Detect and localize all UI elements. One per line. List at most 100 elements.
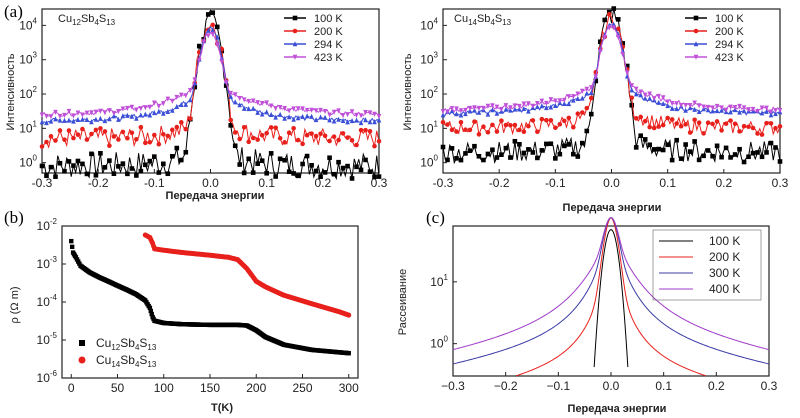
panel-a-right-series-3-point <box>719 105 724 111</box>
panel-a-right-series-3-point <box>611 25 617 31</box>
panel-a-left-series-0-point <box>111 171 117 177</box>
panel-a-right-series-1-point <box>512 122 518 128</box>
panel-a-right-series-0-point <box>544 141 549 147</box>
panel-a-right-series-0-point <box>669 157 675 163</box>
panel-a-right-series-0-point <box>440 144 446 150</box>
panel-a-right-series-1-point <box>683 122 688 127</box>
panel-a-right-series-0-point <box>579 140 585 146</box>
panel-a-left-legend-marker-1 <box>292 28 298 34</box>
panel-a-right-series-2-point <box>526 108 531 114</box>
panel-a-left-series-3-point <box>232 92 238 98</box>
panel-a-left-series-0-point <box>71 163 76 168</box>
panel-a-left-series-3-point <box>57 113 63 119</box>
panel-a-right-series-3-point <box>705 104 711 111</box>
panel-a-right-series-3-point <box>674 101 679 107</box>
panel-a-right-series-1-point <box>674 121 679 126</box>
panel-a-right-series-0-point <box>562 143 567 149</box>
panel-a-right-xlabel: Передача энергии <box>563 202 662 214</box>
panel-a-left-series-3-point <box>89 110 94 116</box>
panel-a-left-xtick-label: -0.1 <box>144 176 165 190</box>
panel-a-right-xtick-label: 0.1 <box>659 176 676 190</box>
panel-a-left-series-2-point <box>286 114 292 120</box>
panel-a-left-series-0-point <box>331 171 337 177</box>
panel-a-right-series-0-point <box>710 153 715 159</box>
panel-a-left-series-3-point <box>268 103 274 109</box>
panel-a-left-series-3-point <box>313 108 319 114</box>
panel-a-right-series-2-point <box>512 106 518 112</box>
panel-a-right-series-2-point <box>440 112 446 118</box>
panel-a-left-series-3-point <box>102 110 108 116</box>
panel-a-right-series-3-point <box>584 86 590 92</box>
panel-a-right-series-3-point <box>454 106 459 112</box>
panel-a-left-series-0-point <box>264 170 269 176</box>
panel-a-left-series-1-point <box>80 126 85 132</box>
panel-a-left-series-0-point <box>300 161 305 167</box>
panel-a-left-series-1-point <box>138 124 144 130</box>
panel-a-left-series-1-point <box>318 131 323 137</box>
panel-a-right-series-2-point <box>571 97 576 103</box>
panel-b-ytick-label: 10-6 <box>37 369 58 385</box>
panel-b-xtick-label: 300 <box>339 381 359 395</box>
panel-a-right-series-1-point <box>584 105 590 111</box>
panel-a-left-series-2-point <box>309 113 314 119</box>
panel-a-left-series-3-point <box>376 113 382 120</box>
panel-c-legend-label-1: 200 K <box>709 250 740 264</box>
panel-a-left-series-0-point <box>57 160 63 166</box>
panel-a-right-series-0-point <box>503 145 509 151</box>
panel-a-right-legend-label-3: 423 K <box>715 52 744 64</box>
panel-a-left-series-0-point <box>89 151 94 157</box>
panel-a-right-series-1-point <box>701 131 706 136</box>
panel-a-left-series-0-point <box>98 151 103 156</box>
panel-a-right-series-0-point <box>571 151 576 157</box>
panel-a-right-series-3-point <box>440 108 446 115</box>
panel-a-left-series-3-point <box>264 100 269 106</box>
panel-b-legend-label-0: Cu12Sb4S13 <box>96 336 157 352</box>
panel-a-right-series-0-point <box>773 145 778 150</box>
panel-a-right-series-3-point <box>714 103 720 109</box>
panel-a-right-series-3-point <box>746 107 751 113</box>
panel-a-left-series-1-point <box>187 116 193 121</box>
panel-a-right-series-0-point <box>615 17 621 22</box>
panel-a-left-series-1-point <box>313 133 319 139</box>
panel-a-right-series-1-point <box>544 117 549 123</box>
panel-a-left-series-0-point <box>336 159 341 165</box>
panel-a-right-series-3-point <box>660 95 666 101</box>
panel-a-left-series-3-point <box>345 112 350 118</box>
panel-a-right-series-3-point <box>642 92 648 98</box>
panel-a-left-series-0-point <box>192 84 198 90</box>
panel-a-right-series-2-point <box>588 90 594 96</box>
panel-a-left-series-0-point <box>66 159 72 164</box>
panel-a-right-series-1-point <box>557 121 563 127</box>
panel-a-right-series-1-point <box>566 115 572 121</box>
panel-a-right-series-1-point <box>508 122 513 128</box>
panel-a-right-series-1-point <box>660 122 666 128</box>
panel-a-left-series-3-point <box>372 111 377 117</box>
panel-a-right-series-0-point <box>701 153 706 159</box>
panel-a-right-series-1-point <box>481 124 486 130</box>
panel-a-right-series-3-point <box>624 70 630 76</box>
panel-a-left-ytick-label: 101 <box>19 119 37 135</box>
panel-a-left-series-1-point <box>143 140 148 146</box>
panel-a-right-series-3-point <box>647 91 652 97</box>
panel-a-right-series-0-point <box>458 157 464 163</box>
panel-a-left-series-0-point <box>39 163 45 169</box>
panel-a-right-series-3-point <box>490 103 495 109</box>
panel-a-left-series-2-point <box>340 117 346 124</box>
panel-a-right-legend-marker-2 <box>693 41 699 47</box>
panel-a-left-series-0-point <box>309 162 314 168</box>
panel-a-left-series-2-point <box>102 118 108 124</box>
panel-a-left-series-2-point <box>147 112 153 118</box>
panel-a-left-series-2-point <box>241 105 247 111</box>
panel-a-right-series-0-point <box>719 154 724 160</box>
panel-a-right-series-3-point <box>723 107 729 113</box>
panel-a-left-series-1-point <box>66 128 72 133</box>
panel-a-left-series-1-point <box>84 137 90 142</box>
panel-a-right-series-1-point <box>746 124 751 130</box>
panel-a-left-series-3-point <box>259 100 265 107</box>
panel-a-right-series-0-point <box>593 78 599 84</box>
panel-a-right-series-1-point <box>535 129 540 135</box>
panel-b-xtick-label: 150 <box>200 381 220 395</box>
panel-a-right-series-3-point <box>449 106 455 112</box>
panel-a-left-series-0-point <box>358 167 364 173</box>
panel-a-left-series-3-point <box>201 39 207 45</box>
